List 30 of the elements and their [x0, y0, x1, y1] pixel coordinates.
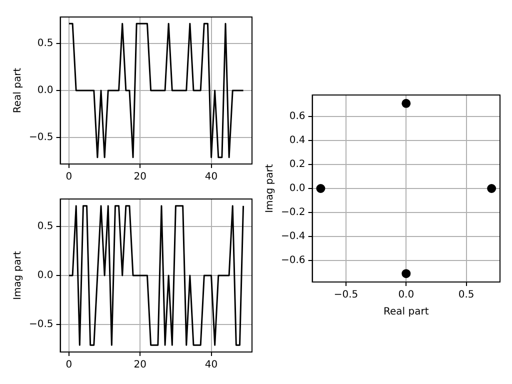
y-axis-title: Real part	[12, 68, 24, 114]
y-tick-label: 0.2	[289, 159, 306, 170]
y-axis-title: Imag part	[264, 164, 276, 213]
point	[402, 98, 411, 108]
x-axis-title: Real part	[384, 306, 429, 318]
x-tick-label: 20	[134, 172, 146, 183]
y-tick-label: 0.0	[289, 183, 306, 194]
y-tick-label: −0.6	[280, 255, 306, 266]
x-tick-label: 0	[66, 360, 72, 371]
x-tick-label: −0.5	[334, 290, 358, 301]
y-tick-label: −0.5	[28, 132, 54, 144]
x-tick-label: 40	[204, 172, 218, 183]
y-axis-title: Imag part	[12, 251, 24, 300]
x-tick-label: 0.5	[458, 290, 474, 301]
y-tick-label: 0.0	[37, 85, 54, 96]
y-tick-label: 0.0	[37, 270, 54, 282]
x-tick-label: 0	[66, 172, 72, 183]
y-tick-label: 0.5	[37, 221, 54, 232]
x-tick-label: 20	[134, 360, 146, 371]
y-tick-label: 0.5	[37, 38, 54, 49]
x-tick-label: 40	[204, 360, 218, 371]
y-tick-label: −0.5	[28, 319, 54, 330]
point	[402, 269, 411, 278]
point	[487, 184, 496, 193]
point	[316, 184, 326, 193]
x-tick-label: 0.0	[398, 290, 414, 301]
y-tick-label: 0.4	[289, 135, 306, 146]
y-tick-label: 0.6	[289, 111, 306, 122]
y-tick-label: −0.2	[280, 207, 306, 218]
y-tick-label: −0.4	[280, 231, 306, 242]
